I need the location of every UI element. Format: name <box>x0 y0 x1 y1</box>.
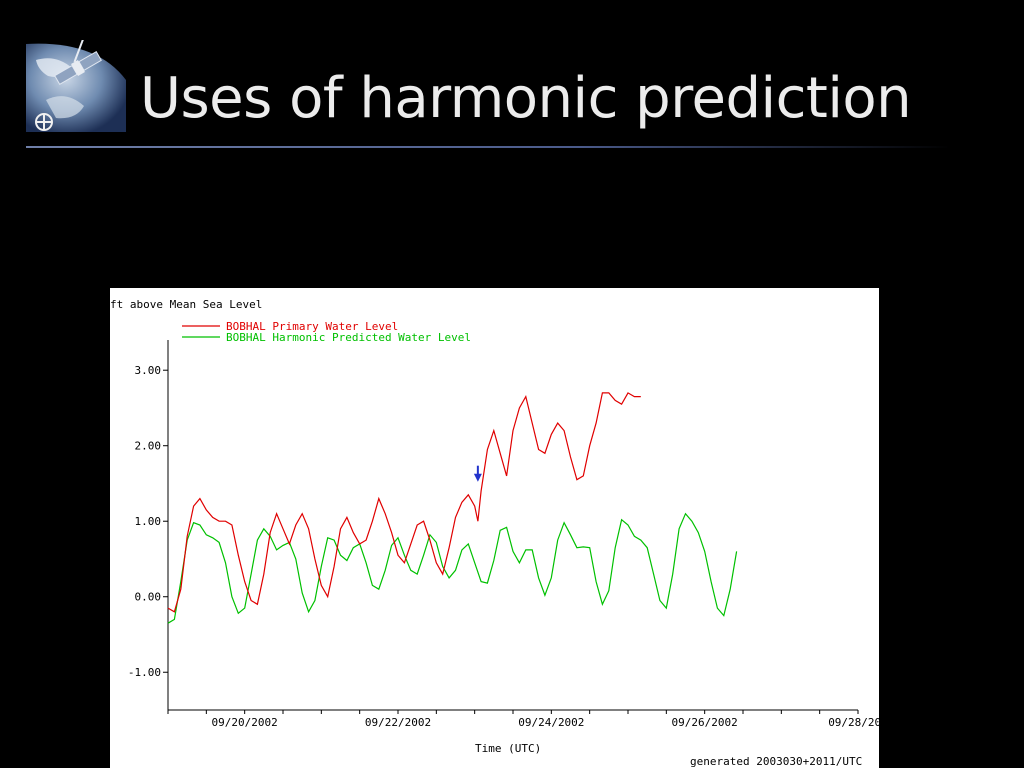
x-axis-label: Time (UTC) <box>475 742 541 755</box>
y-tick-label: 0.00 <box>135 591 162 604</box>
x-tick-label: 09/26/2002 <box>672 716 738 729</box>
generated-footer: generated 2003030+2011/UTC <box>690 755 862 768</box>
y-axis-label: ft above Mean Sea Level <box>110 298 262 311</box>
legend-label-predicted: BOBHAL Harmonic Predicted Water Level <box>226 331 471 344</box>
chart-canvas: ft above Mean Sea Level BOBHAL Primary W… <box>110 298 879 768</box>
y-tick-label: 2.00 <box>135 440 162 453</box>
legend: BOBHAL Primary Water Level BOBHAL Harmon… <box>182 320 471 344</box>
earth-with-satellite-logo <box>26 27 126 132</box>
down-arrow-icon <box>473 465 482 482</box>
x-tick-label: 09/20/2002 <box>212 716 278 729</box>
series-line-primary <box>167 392 641 613</box>
y-axis-ticks: 3.00 2.00 1.00 0.00 -1.00 <box>128 364 168 679</box>
legend-label-primary: BOBHAL Primary Water Level <box>226 320 398 333</box>
slide-title: Uses of harmonic prediction <box>140 66 912 131</box>
x-tick-label: 09/28/200 <box>828 716 879 729</box>
x-axis-ticks: 09/20/2002 09/22/2002 09/24/2002 09/26/2002… <box>167 710 879 729</box>
y-tick-label: -1.00 <box>128 666 161 679</box>
x-tick-label: 09/22/2002 <box>365 716 431 729</box>
y-tick-label: 3.00 <box>135 364 162 377</box>
water-level-chart: ft above Mean Sea Level BOBHAL Primary W… <box>110 288 879 768</box>
title-divider <box>26 146 950 148</box>
y-tick-label: 1.00 <box>135 515 162 528</box>
x-tick-label: 09/24/2002 <box>518 716 584 729</box>
series-line-predicted <box>167 512 738 624</box>
annotation-arrow-head <box>473 473 482 482</box>
